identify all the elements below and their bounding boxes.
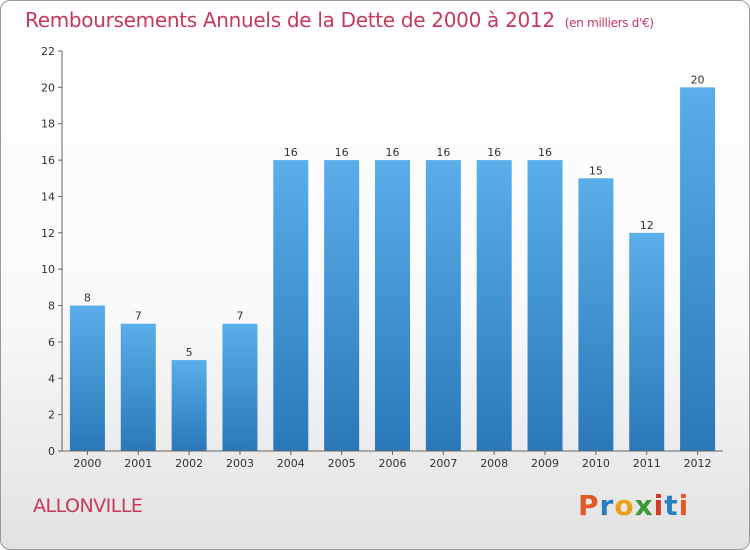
bar-value-label: 16 [487,146,501,159]
y-tick-label: 20 [41,81,55,94]
logo-letter: P [578,489,600,522]
x-tick-label: 2007 [429,457,457,470]
bar [578,178,614,452]
bar [629,232,665,451]
city-name: ALLONVILLE [33,495,143,517]
bar [171,360,207,451]
logo-letter: o [614,489,635,522]
y-tick-label: 10 [41,263,55,276]
x-tick-label: 2003 [226,457,254,470]
y-tick-label: 2 [48,409,55,422]
x-tick-label: 2008 [480,457,508,470]
bar-value-label: 12 [640,219,654,232]
x-tick-label: 2012 [684,457,712,470]
logo-letter: t [664,489,679,522]
bar-value-label: 16 [386,146,400,159]
x-tick-label: 2009 [531,457,559,470]
x-tick-label: 2010 [582,457,610,470]
bar [425,160,461,451]
x-tick-label: 2006 [379,457,407,470]
bar [680,87,716,451]
y-tick-label: 8 [48,300,55,313]
x-tick-label: 2002 [175,457,203,470]
bar-value-label: 16 [538,146,552,159]
logo-letter: r [599,489,615,522]
logo-letter: x [634,489,654,522]
y-tick-label: 22 [41,45,55,58]
logo-letter: i [678,489,690,522]
y-tick-label: 12 [41,227,55,240]
y-tick-label: 18 [41,118,55,131]
bar-value-label: 7 [135,310,142,323]
x-tick-label: 2011 [633,457,661,470]
bar [476,160,512,451]
chart-title-text: Remboursements Annuels de la Dette de 20… [25,8,555,32]
y-tick-label: 16 [41,154,55,167]
bar [375,160,410,451]
bar-value-label: 20 [691,73,705,86]
bar-value-label: 16 [335,146,349,159]
bar [222,323,258,451]
x-tick-label: 2004 [277,457,305,470]
bar [527,160,563,451]
x-tick-label: 2001 [124,457,152,470]
bar-value-label: 7 [236,310,243,323]
x-tick-label: 2005 [328,457,356,470]
bar-value-label: 15 [589,164,603,177]
bar [324,160,360,451]
y-tick-label: 4 [48,372,55,385]
logo-letter: i [653,489,665,522]
y-tick-label: 0 [48,445,55,458]
bar [69,305,105,451]
y-tick-label: 14 [41,190,55,203]
bar-value-label: 5 [186,346,193,359]
bar-value-label: 8 [84,292,91,305]
bar [273,160,309,451]
x-tick-label: 2000 [73,457,101,470]
bar-value-label: 16 [284,146,298,159]
bar-value-label: 16 [436,146,450,159]
bar [120,323,156,451]
chart-title: Remboursements Annuels de la Dette de 20… [25,8,654,32]
y-tick-label: 6 [48,336,55,349]
chart-subtitle: (en milliers d'€) [564,16,654,30]
proxiti-logo: Proxiti [578,489,689,522]
